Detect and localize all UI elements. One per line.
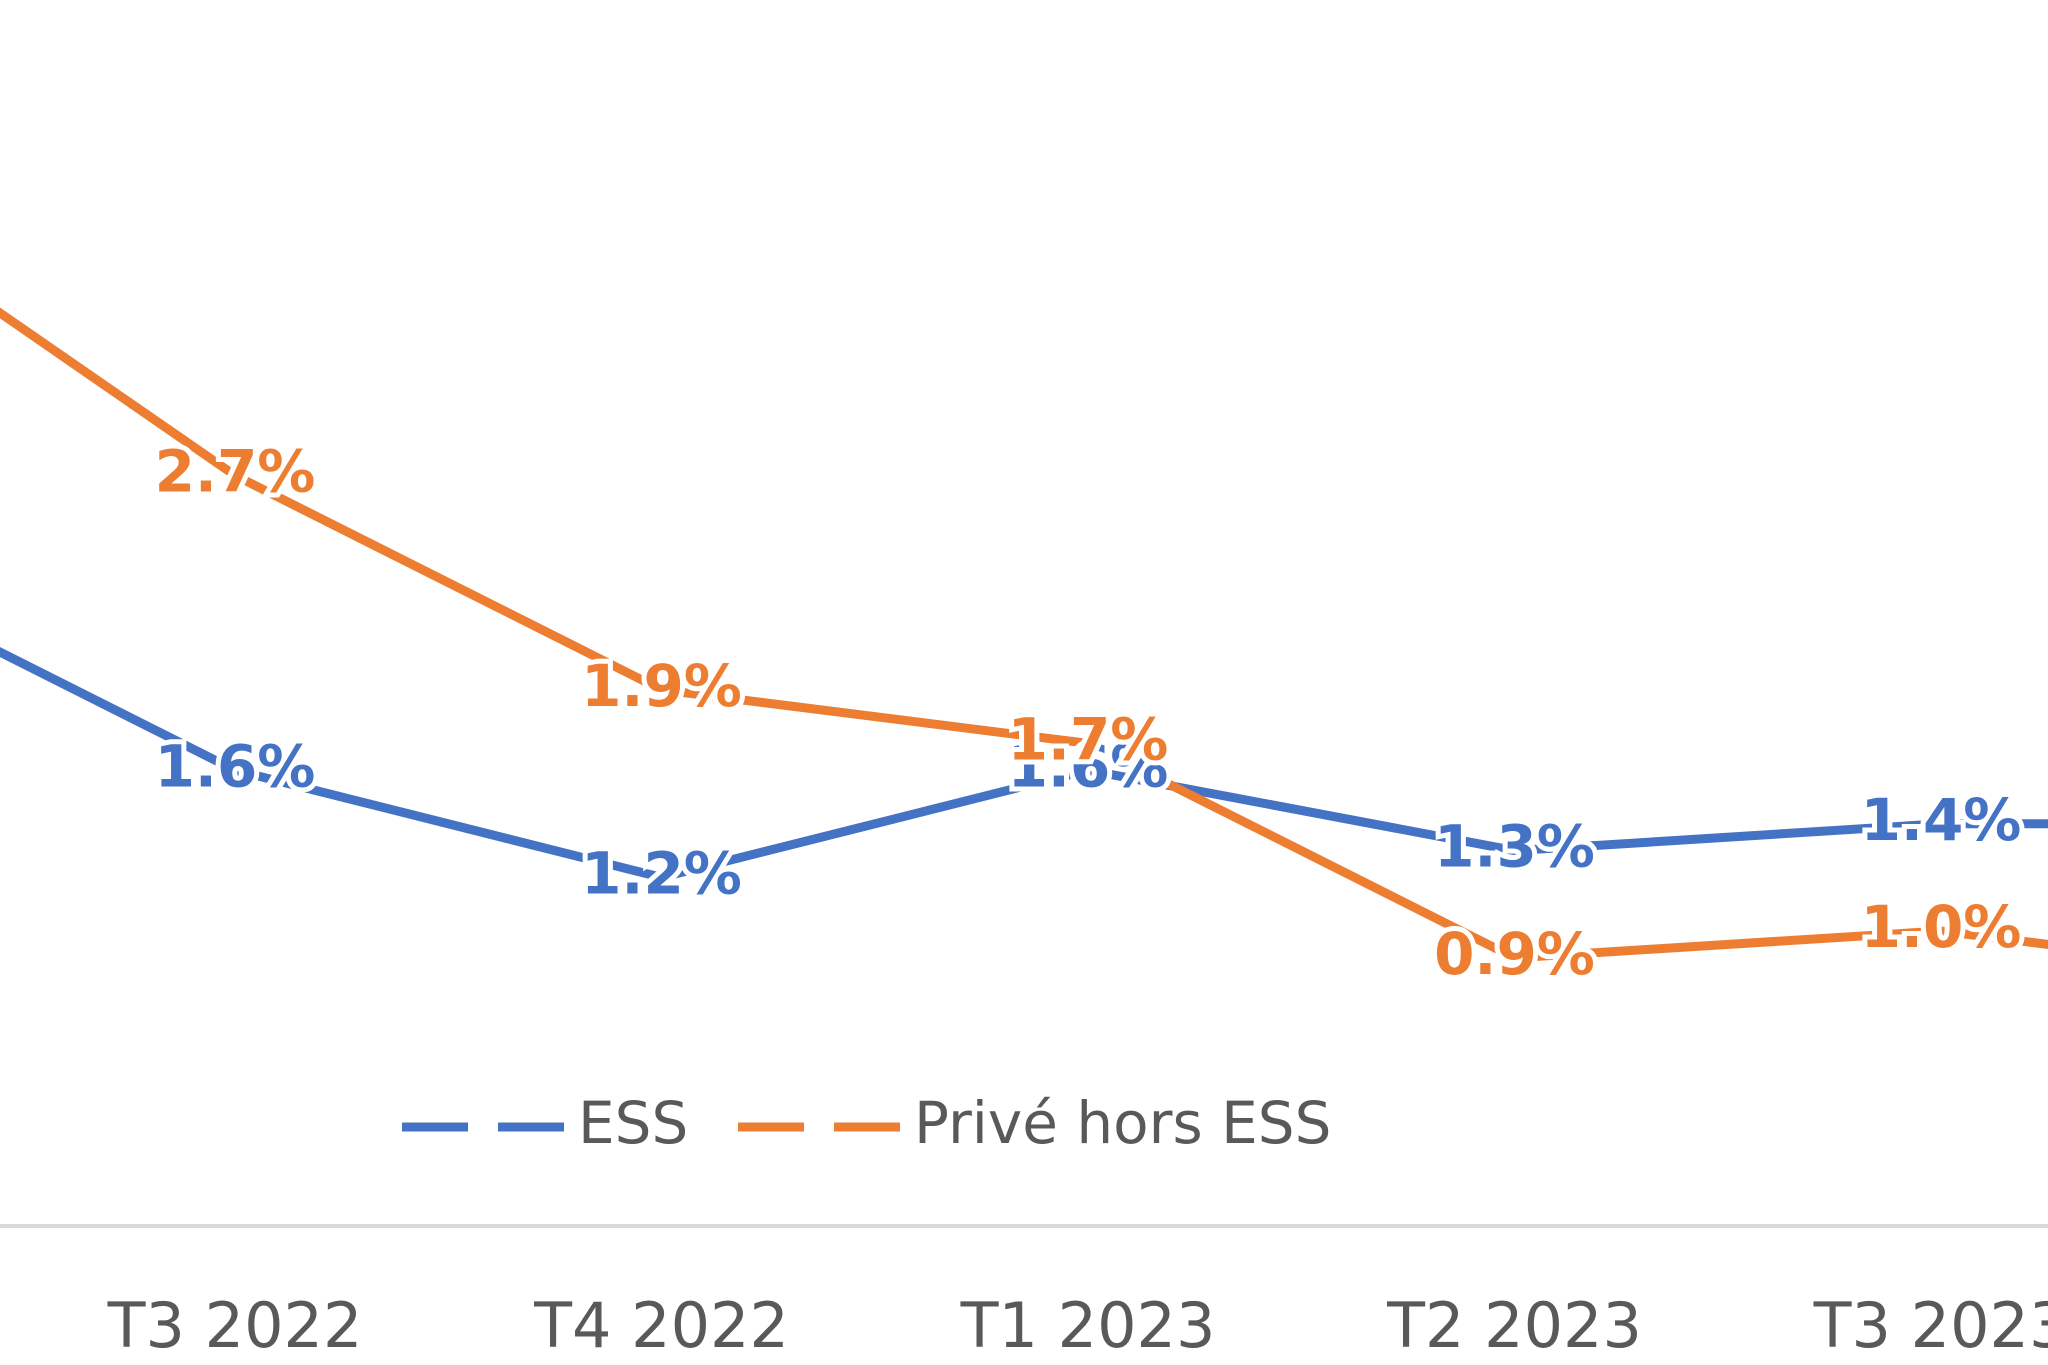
- data-label: 1.7%: [1008, 706, 1169, 774]
- data-label: 1.6%: [155, 732, 316, 800]
- legend-label: Privé hors ESS: [914, 1089, 1331, 1157]
- data-label: 1.2%: [581, 840, 742, 908]
- series-line: [0, 307, 2048, 963]
- x-tick-label: T3 2022: [107, 1289, 363, 1362]
- data-label: 1.3%: [1434, 813, 1595, 881]
- data-label: 1.6%: [1008, 732, 1169, 800]
- x-tick-label: T3 2023: [1813, 1289, 2048, 1362]
- series-line: [0, 647, 2048, 882]
- data-label: 1.0%: [1861, 893, 2022, 961]
- data-label: 2.7%: [155, 438, 316, 506]
- x-tick-label: T2 2023: [1386, 1289, 1642, 1362]
- data-label: 1.9%: [581, 652, 742, 720]
- x-tick-label: T4 2022: [533, 1289, 789, 1362]
- data-label: 0.9%: [1434, 920, 1595, 988]
- x-tick-label: T1 2023: [960, 1289, 1216, 1362]
- legend-label: ESS: [578, 1089, 688, 1157]
- data-label: 1.4%: [1861, 786, 2022, 854]
